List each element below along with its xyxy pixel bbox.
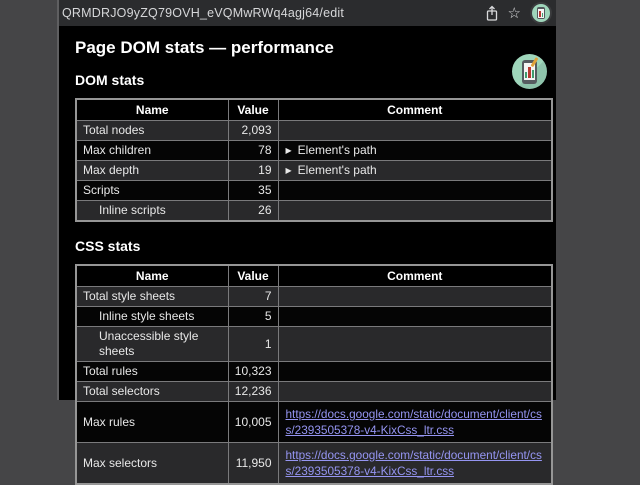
header-comment: Comment [277, 98, 553, 121]
row-value: 10,005 [227, 401, 279, 443]
table-row: Total rules 10,323 [75, 361, 553, 382]
row-name: Max depth [75, 160, 229, 181]
table-header-row: Name Value Comment [75, 264, 553, 287]
phone-chart-glyph [537, 7, 545, 19]
row-value: 10,323 [227, 361, 279, 382]
red-bar [539, 10, 541, 17]
stylesheet-link[interactable]: https://docs.google.com/static/document/… [285, 448, 542, 478]
header-name: Name [75, 264, 229, 287]
table-row: Inline scripts 26 [75, 200, 553, 222]
row-comment [277, 200, 553, 222]
row-name: Total selectors [75, 381, 229, 402]
row-name: Scripts [75, 180, 229, 201]
row-value: 19 [227, 160, 279, 181]
address-bar-url[interactable]: QRMDRJO9yZQ79OVH_eVQMwRWq4agj64/edit [62, 6, 345, 20]
expand-triangle-icon: ▶ [285, 166, 292, 175]
table-row: Scripts 35 [75, 180, 553, 201]
bookmark-star-icon[interactable]: ☆ [507, 4, 521, 22]
extension-icon[interactable] [530, 2, 552, 24]
dom-stats-table: Name Value Comment Total nodes 2,093 Max… [75, 98, 553, 222]
row-comment [277, 120, 553, 141]
details-summary[interactable]: ▶ Element's path [286, 143, 377, 157]
details-label: Element's path [297, 143, 377, 157]
table-row: Max children 78 ▶ Element's path [75, 140, 553, 161]
phone-chart-logo [522, 56, 538, 84]
table-row: Inline style sheets 5 [75, 306, 553, 327]
expand-triangle-icon: ▶ [285, 146, 292, 155]
green-bar [531, 70, 535, 78]
table-row: Total style sheets 7 [75, 286, 553, 307]
section-heading-css: CSS stats [75, 238, 141, 254]
row-value: 12,236 [227, 381, 279, 402]
row-value: 2,093 [227, 120, 279, 141]
row-comment [277, 326, 553, 362]
row-value: 11,950 [227, 442, 279, 485]
table-header-row: Name Value Comment [75, 98, 553, 121]
row-name: Total style sheets [75, 286, 229, 307]
table-row: Total nodes 2,093 [75, 120, 553, 141]
table-row: Max rules 10,005 https://docs.google.com… [75, 401, 553, 443]
extension-icon-ring [530, 2, 552, 24]
header-comment: Comment [277, 264, 553, 287]
row-name: Inline style sheets [75, 306, 229, 327]
browser-toolbar: QRMDRJO9yZQ79OVH_eVQMwRWq4agj64/edit ☆ [59, 0, 556, 26]
row-name: Unaccessible style sheets [75, 326, 229, 362]
page-title: Page DOM stats — performance [75, 38, 334, 57]
row-comment [277, 361, 553, 382]
green-bar [524, 72, 528, 78]
page-logo [512, 54, 547, 89]
browser-window: QRMDRJO9yZQ79OVH_eVQMwRWq4agj64/edit ☆ [57, 0, 556, 485]
table-row: Total selectors 12,236 [75, 381, 553, 402]
row-value: 7 [227, 286, 279, 307]
row-comment [277, 286, 553, 307]
css-stats-table: Name Value Comment Total style sheets 7 … [75, 264, 553, 485]
details-label: Element's path [297, 163, 377, 177]
green-bar [541, 12, 543, 17]
row-name: Total nodes [75, 120, 229, 141]
pencil-glyph [530, 56, 538, 67]
row-comment: https://docs.google.com/static/document/… [277, 401, 553, 443]
header-value: Value [227, 264, 279, 287]
row-comment: ▶ Element's path [277, 160, 553, 181]
row-comment [277, 306, 553, 327]
share-icon[interactable] [485, 5, 499, 22]
row-value: 78 [227, 140, 279, 161]
extension-icon-circle [532, 4, 550, 22]
details-summary[interactable]: ▶ Element's path [286, 163, 377, 177]
row-comment: ▶ Element's path [277, 140, 553, 161]
page-content: Page DOM stats — performance DOM stats N… [59, 26, 556, 485]
row-name: Max selectors [75, 442, 229, 485]
table-row: Max depth 19 ▶ Element's path [75, 160, 553, 181]
header-value: Value [227, 98, 279, 121]
row-comment: https://docs.google.com/static/document/… [277, 442, 553, 485]
row-name: Max rules [75, 401, 229, 443]
table-row: Unaccessible style sheets 1 [75, 326, 553, 362]
row-name: Inline scripts [75, 200, 229, 222]
phone-screen [538, 8, 544, 18]
row-value: 35 [227, 180, 279, 201]
row-value: 26 [227, 200, 279, 222]
row-name: Total rules [75, 361, 229, 382]
red-bar [528, 67, 531, 78]
stylesheet-link[interactable]: https://docs.google.com/static/document/… [285, 407, 542, 437]
row-comment [277, 381, 553, 402]
section-heading-dom: DOM stats [75, 72, 145, 88]
row-value: 1 [227, 326, 279, 362]
logo-phone-screen [524, 63, 535, 80]
row-value: 5 [227, 306, 279, 327]
row-comment [277, 180, 553, 201]
row-name: Max children [75, 140, 229, 161]
header-name: Name [75, 98, 229, 121]
table-row: Max selectors 11,950 https://docs.google… [75, 442, 553, 485]
